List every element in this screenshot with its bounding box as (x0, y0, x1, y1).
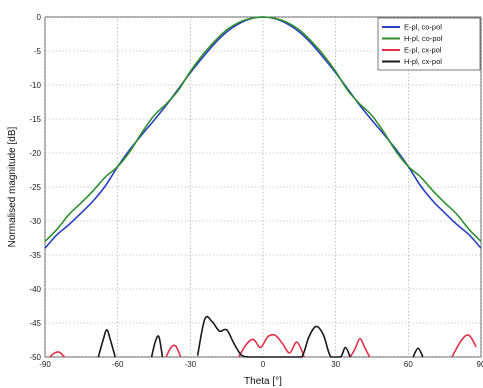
y-tick-label: -10 (29, 81, 41, 90)
series-layer (44, 16, 482, 358)
series-line-e-pl-cx-pol-2 (238, 333, 305, 358)
x-tick-label: 0 (261, 360, 266, 369)
legend: E-pl, co-pol H-pl, co-pol E-pl, cx-pol H-pl… (377, 17, 481, 71)
legend-label: H-pl, co-pol (404, 34, 443, 43)
x-tick-label: 90 (477, 360, 483, 369)
series-line-h-pl-co-pol-0 (44, 16, 482, 242)
x-axis-label: Theta [°] (244, 376, 282, 387)
y-tick-label: -20 (29, 149, 41, 158)
y-tick-label: -35 (29, 251, 41, 260)
series-line-e-pl-cx-pol-4 (451, 334, 477, 358)
x-tick-label: 60 (404, 360, 413, 369)
y-tick-labels: 0 -5 -10 -15 -20 -25 -30 -35 -40 -45 -50 (29, 13, 41, 362)
x-tick-label: 30 (331, 360, 340, 369)
legend-label: H-pl, cx-pol (404, 57, 442, 66)
series-line-h-pl-cx-pol-2 (196, 315, 351, 358)
y-tick-label: -5 (34, 47, 42, 56)
series-line-e-pl-cx-pol-0 (49, 351, 65, 358)
y-tick-label: 0 (37, 13, 42, 22)
y-tick-label: -25 (29, 183, 41, 192)
series-line-h-pl-cx-pol-0 (97, 329, 117, 358)
series-line-h-pl-cx-pol-1 (150, 335, 164, 358)
series-line-h-pl-cx-pol-3 (412, 347, 424, 358)
y-tick-label: -30 (29, 217, 41, 226)
y-axis-label: Normalised magnitude [dB] (7, 126, 18, 247)
y-tick-label: -15 (29, 115, 41, 124)
y-tick-label: -40 (29, 285, 41, 294)
y-tick-label: -50 (29, 353, 41, 362)
x-tick-label: -60 (112, 360, 124, 369)
x-tick-label: -30 (185, 360, 197, 369)
legend-label: E-pl, cx-pol (404, 46, 442, 55)
series-line-e-pl-cx-pol-1 (165, 344, 182, 358)
y-tick-label: -45 (29, 319, 41, 328)
legend-label: E-pl, co-pol (404, 23, 442, 32)
series-line-e-pl-cx-pol-3 (349, 337, 371, 358)
x-tick-labels: -90 -60 -30 0 30 60 90 (39, 360, 483, 369)
x-tick-label: -90 (39, 360, 51, 369)
